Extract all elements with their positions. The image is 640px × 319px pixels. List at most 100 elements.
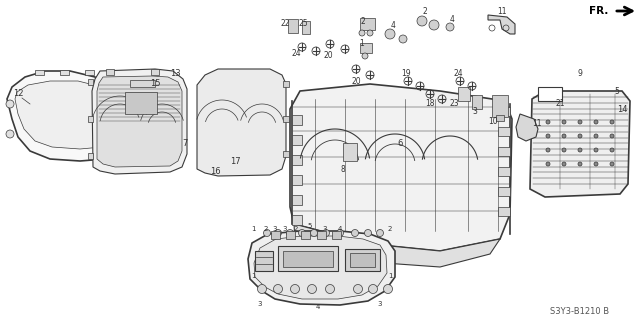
Circle shape bbox=[546, 148, 550, 152]
Text: 4: 4 bbox=[449, 14, 454, 24]
Bar bbox=[498, 207, 510, 216]
Circle shape bbox=[287, 229, 294, 236]
Circle shape bbox=[298, 229, 305, 236]
Bar bbox=[283, 116, 289, 122]
Text: 3: 3 bbox=[378, 301, 382, 307]
Polygon shape bbox=[7, 71, 122, 161]
Polygon shape bbox=[248, 231, 395, 305]
Bar bbox=[302, 21, 310, 34]
Bar bbox=[151, 69, 159, 75]
Circle shape bbox=[429, 20, 439, 30]
Circle shape bbox=[546, 162, 550, 166]
Polygon shape bbox=[290, 84, 512, 251]
Polygon shape bbox=[254, 236, 387, 299]
Bar bbox=[317, 231, 326, 239]
Text: 6: 6 bbox=[397, 139, 403, 149]
Bar bbox=[85, 70, 94, 75]
Circle shape bbox=[337, 229, 344, 236]
Bar bbox=[88, 79, 93, 85]
Circle shape bbox=[546, 120, 550, 124]
Circle shape bbox=[273, 285, 282, 293]
Bar bbox=[288, 19, 298, 33]
Polygon shape bbox=[97, 76, 182, 167]
Circle shape bbox=[291, 285, 300, 293]
Text: 12: 12 bbox=[13, 90, 23, 99]
Polygon shape bbox=[488, 15, 515, 34]
Text: 13: 13 bbox=[170, 70, 180, 78]
Polygon shape bbox=[516, 114, 538, 141]
Text: 24: 24 bbox=[453, 70, 463, 78]
Bar bbox=[283, 151, 289, 157]
Bar bbox=[458, 87, 470, 101]
Bar bbox=[292, 115, 302, 125]
Text: 11: 11 bbox=[497, 6, 507, 16]
Bar bbox=[345, 249, 380, 271]
Circle shape bbox=[369, 285, 378, 293]
Circle shape bbox=[594, 134, 598, 138]
Circle shape bbox=[594, 148, 598, 152]
Text: 1: 1 bbox=[388, 273, 392, 279]
Text: FR.: FR. bbox=[589, 6, 608, 16]
Bar bbox=[301, 231, 310, 239]
Text: 4: 4 bbox=[316, 304, 320, 310]
Circle shape bbox=[578, 134, 582, 138]
Bar bbox=[292, 135, 302, 145]
Text: 19: 19 bbox=[401, 70, 411, 78]
Circle shape bbox=[367, 30, 373, 36]
Bar bbox=[292, 155, 302, 165]
Text: 3: 3 bbox=[472, 108, 477, 116]
Bar bbox=[498, 147, 510, 156]
Circle shape bbox=[275, 229, 282, 236]
Text: 2: 2 bbox=[422, 8, 428, 17]
Circle shape bbox=[307, 285, 317, 293]
Bar bbox=[350, 253, 375, 267]
Circle shape bbox=[610, 162, 614, 166]
Bar bbox=[118, 116, 126, 123]
Bar bbox=[130, 80, 155, 87]
Bar bbox=[498, 167, 510, 176]
Bar bbox=[496, 115, 504, 121]
Circle shape bbox=[310, 229, 317, 236]
Circle shape bbox=[257, 285, 266, 293]
Text: 2: 2 bbox=[360, 17, 365, 26]
Text: 3: 3 bbox=[273, 226, 277, 232]
Bar bbox=[106, 69, 114, 75]
Bar bbox=[118, 94, 126, 101]
Bar bbox=[498, 127, 510, 136]
Circle shape bbox=[6, 130, 14, 138]
Circle shape bbox=[562, 148, 566, 152]
Bar bbox=[35, 70, 44, 75]
Bar bbox=[88, 153, 93, 159]
Polygon shape bbox=[92, 69, 187, 174]
Circle shape bbox=[365, 229, 371, 236]
Text: 1: 1 bbox=[251, 273, 255, 279]
Bar bbox=[343, 143, 357, 161]
Polygon shape bbox=[15, 81, 116, 149]
Circle shape bbox=[417, 16, 427, 26]
Text: 11: 11 bbox=[532, 118, 541, 128]
Circle shape bbox=[578, 120, 582, 124]
Bar bbox=[118, 138, 126, 145]
Text: 15: 15 bbox=[150, 79, 160, 88]
Circle shape bbox=[351, 229, 358, 236]
Polygon shape bbox=[530, 91, 630, 197]
Text: 18: 18 bbox=[425, 100, 435, 108]
Text: 23: 23 bbox=[449, 100, 459, 108]
Text: 3: 3 bbox=[258, 301, 262, 307]
Circle shape bbox=[323, 229, 330, 236]
Text: 3: 3 bbox=[323, 226, 327, 232]
Circle shape bbox=[578, 162, 582, 166]
Bar bbox=[278, 246, 338, 271]
Circle shape bbox=[326, 285, 335, 293]
Circle shape bbox=[562, 134, 566, 138]
Text: 20: 20 bbox=[323, 51, 333, 61]
Text: 5: 5 bbox=[308, 223, 312, 229]
Circle shape bbox=[385, 29, 395, 39]
Polygon shape bbox=[294, 224, 500, 267]
Text: 2: 2 bbox=[388, 226, 392, 232]
Text: 25: 25 bbox=[298, 19, 308, 28]
Text: 16: 16 bbox=[210, 167, 220, 175]
Circle shape bbox=[562, 120, 566, 124]
Bar bbox=[60, 70, 69, 75]
Text: S3Y3-B1210 B: S3Y3-B1210 B bbox=[550, 307, 609, 315]
